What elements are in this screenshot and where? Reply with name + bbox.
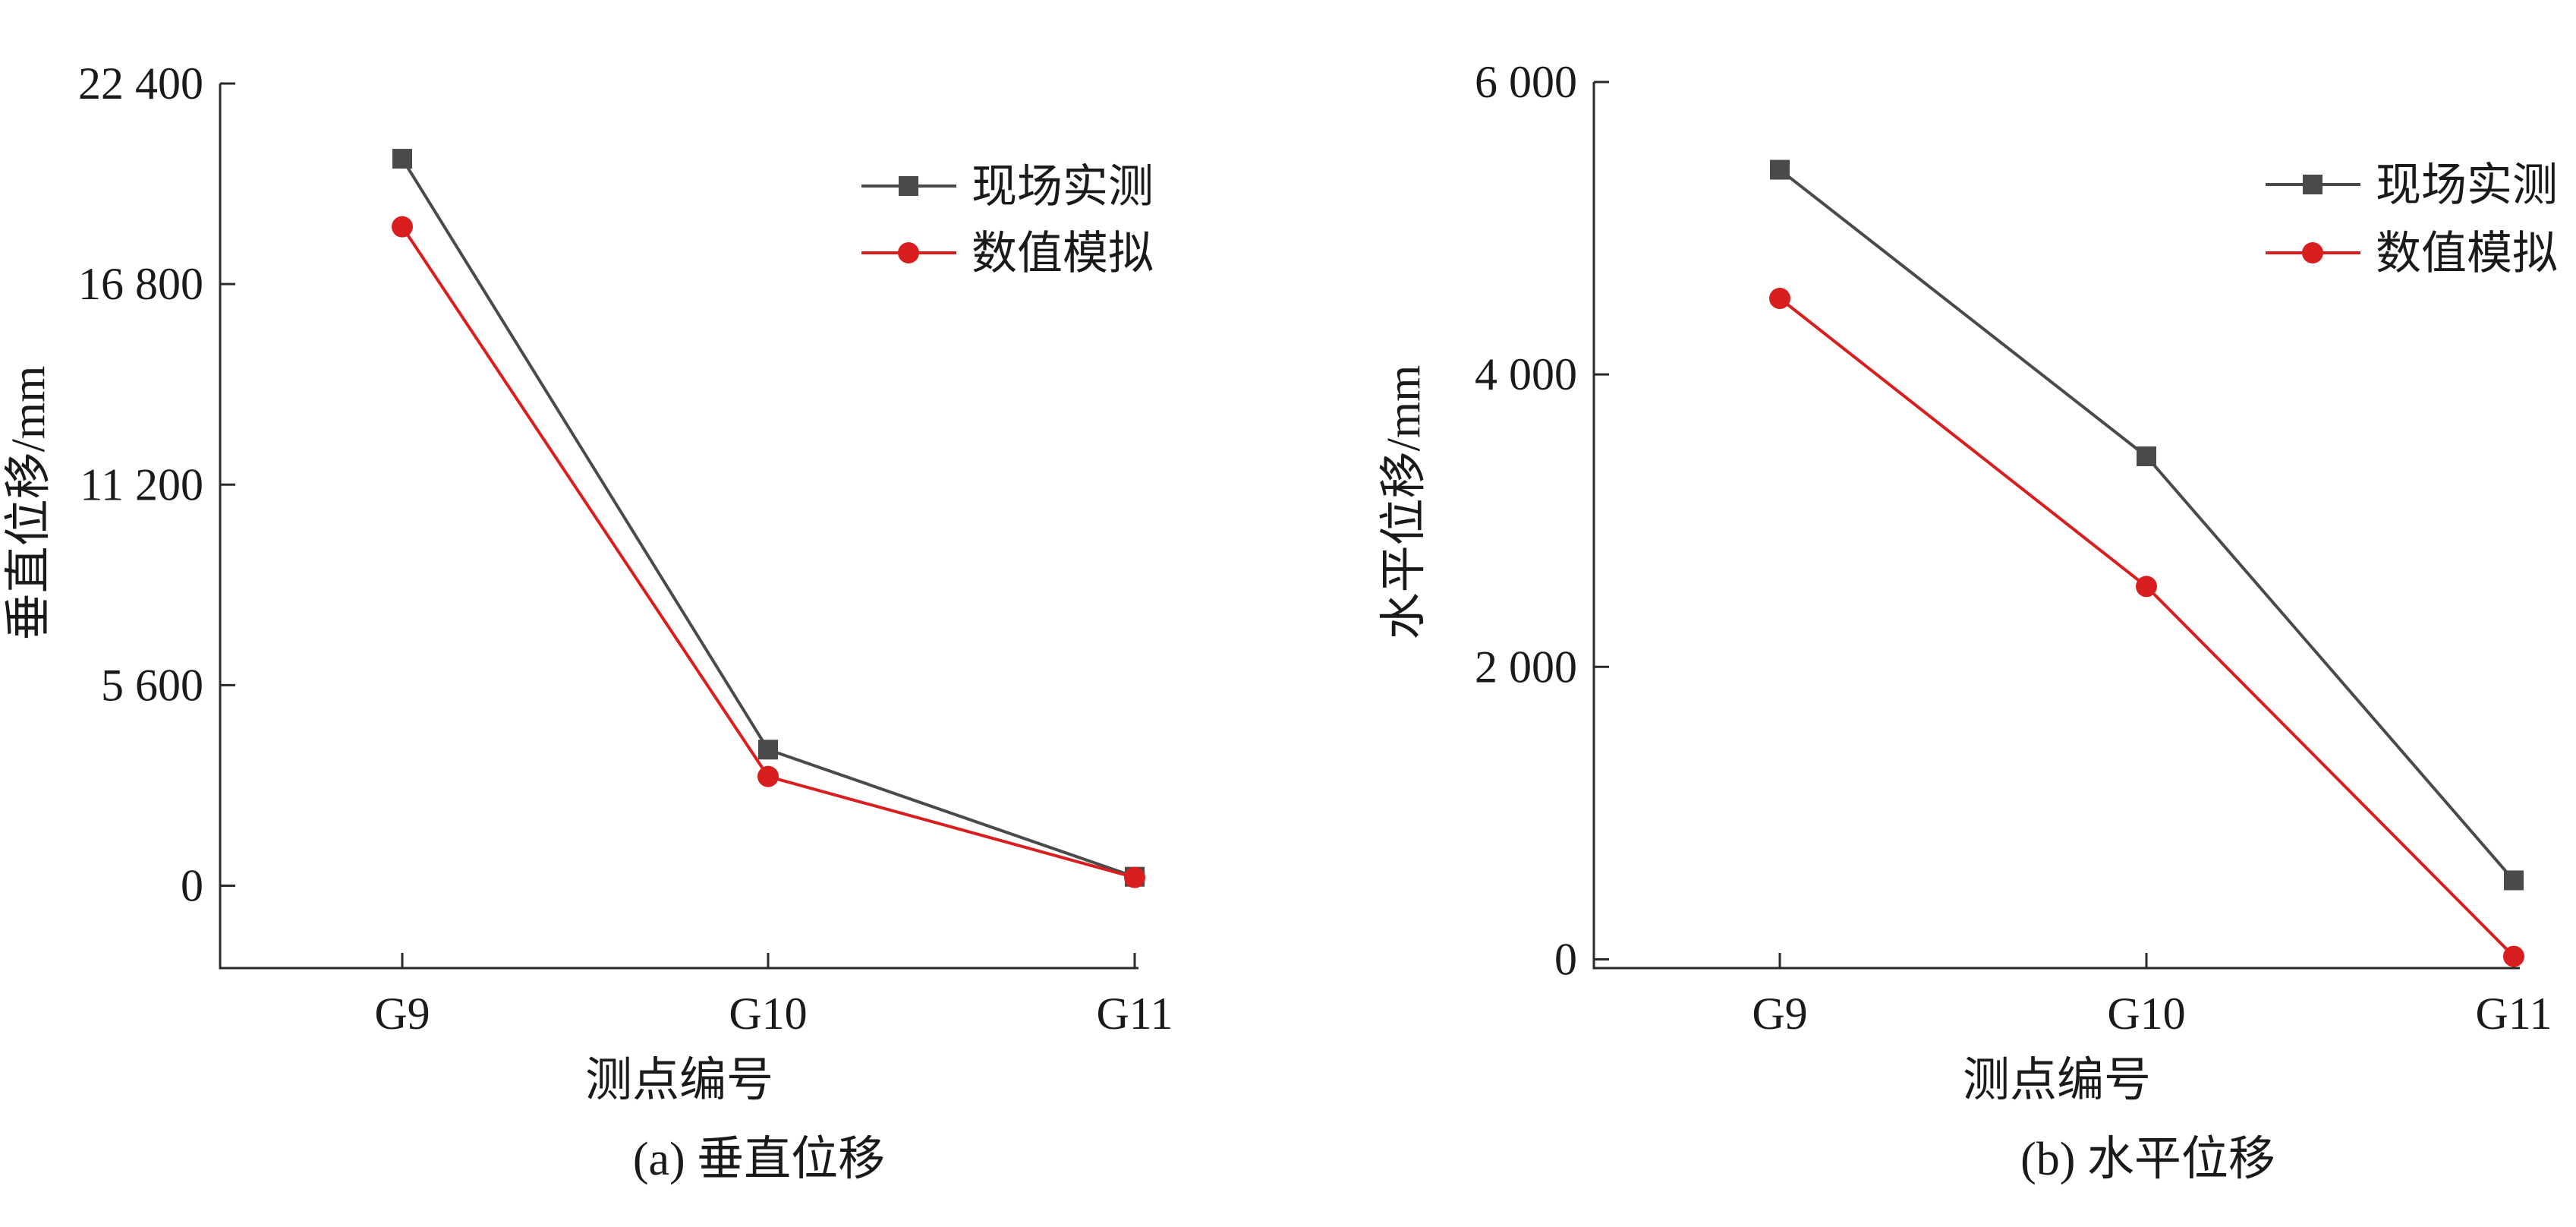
y-tick-label: 5 600 bbox=[101, 660, 203, 710]
data-point-square bbox=[2137, 446, 2156, 466]
data-point-square bbox=[2504, 870, 2524, 891]
y-tick-label: 11 200 bbox=[80, 459, 203, 509]
legend-label: 数值模拟 bbox=[972, 229, 1154, 279]
chart-caption: (b) 水平位移 bbox=[2020, 1134, 2275, 1185]
legend-label: 数值模拟 bbox=[2376, 229, 2558, 279]
legend-marker-circle bbox=[2302, 242, 2323, 263]
y-tick-label: 0 bbox=[1554, 934, 1577, 984]
data-point-square bbox=[1770, 159, 1790, 180]
x-tick-label: G11 bbox=[1096, 989, 1173, 1039]
legend-label: 现场实测 bbox=[2376, 160, 2558, 210]
data-point-circle bbox=[392, 216, 413, 238]
chart-panel-b: 0 2 000 4 000 6 000 G9 G10 G11 测点编号 水平位移/mm (b) 水… bbox=[1378, 57, 2558, 1185]
axes-frame bbox=[1592, 82, 2520, 970]
x-axis-title: 测点编号 bbox=[1963, 1055, 2151, 1106]
data-point-circle bbox=[1769, 288, 1790, 310]
data-point-circle bbox=[1124, 866, 1145, 888]
y-tick-label: 4 000 bbox=[1475, 349, 1577, 399]
x-tick-label: G10 bbox=[2107, 989, 2185, 1039]
data-point-circle bbox=[2136, 576, 2157, 598]
x-tick-label: G9 bbox=[374, 989, 430, 1039]
legend-marker-square bbox=[899, 176, 918, 196]
y-tick-label: 16 800 bbox=[78, 259, 203, 309]
series-line bbox=[1778, 297, 2515, 958]
legend-label: 现场实测 bbox=[972, 162, 1154, 212]
y-axis-title: 水平位移/mm bbox=[1378, 365, 1430, 640]
axes-frame bbox=[219, 84, 1138, 970]
x-tick-label: G9 bbox=[1752, 989, 1807, 1039]
y-tick-label: 22 400 bbox=[78, 58, 203, 109]
x-axis-title: 测点编号 bbox=[585, 1055, 773, 1106]
y-axis-title: 垂直位移/mm bbox=[3, 366, 55, 641]
x-tick-label: G10 bbox=[729, 989, 807, 1039]
data-point-square bbox=[758, 740, 778, 760]
legend-marker-circle bbox=[898, 242, 919, 263]
data-point-circle bbox=[2503, 945, 2524, 967]
y-tick-label: 0 bbox=[181, 861, 203, 911]
data-point-circle bbox=[757, 765, 779, 787]
data-point-square bbox=[392, 149, 412, 169]
x-tick-label: G11 bbox=[2475, 989, 2552, 1039]
y-tick-label: 6 000 bbox=[1475, 57, 1577, 107]
y-tick-label: 2 000 bbox=[1475, 642, 1577, 692]
legend-marker-square bbox=[2303, 175, 2322, 194]
chart-panel-a: 0 5 600 11 200 16 800 22 400 G9 G10 G11 测点编号 垂直位移… bbox=[3, 58, 1173, 1185]
chart-caption: (a) 垂直位移 bbox=[633, 1134, 885, 1185]
